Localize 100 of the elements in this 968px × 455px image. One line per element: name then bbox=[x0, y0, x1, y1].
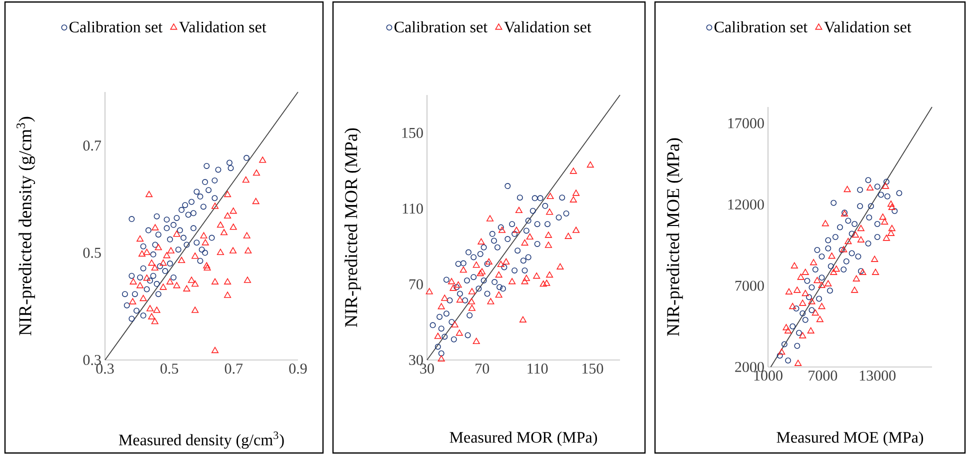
point bbox=[145, 227, 152, 234]
x-tick-label: 7000 bbox=[808, 370, 838, 381]
point bbox=[572, 190, 580, 196]
point bbox=[464, 332, 471, 338]
point bbox=[140, 312, 146, 319]
point bbox=[874, 184, 880, 190]
point bbox=[512, 267, 518, 274]
point bbox=[781, 341, 788, 348]
point bbox=[514, 248, 521, 254]
point bbox=[466, 312, 473, 318]
point bbox=[563, 210, 570, 216]
point bbox=[148, 313, 156, 320]
x-tick-label: 70 bbox=[476, 364, 490, 374]
point bbox=[546, 208, 554, 215]
point bbox=[789, 302, 796, 310]
point bbox=[468, 298, 476, 304]
point bbox=[468, 304, 476, 311]
point bbox=[848, 230, 855, 237]
point bbox=[166, 278, 174, 284]
point bbox=[174, 214, 180, 221]
point bbox=[830, 268, 838, 275]
point bbox=[128, 216, 135, 222]
point bbox=[543, 280, 550, 286]
legend-label: Calibration set bbox=[714, 21, 808, 32]
point bbox=[534, 240, 540, 247]
point bbox=[211, 346, 219, 354]
point bbox=[489, 230, 496, 237]
point bbox=[183, 285, 190, 292]
point bbox=[857, 203, 864, 210]
point bbox=[446, 297, 453, 304]
legend-label: Validation set bbox=[504, 21, 592, 33]
point bbox=[866, 214, 872, 220]
point bbox=[242, 176, 250, 183]
point bbox=[498, 226, 506, 233]
point bbox=[456, 296, 464, 303]
point bbox=[799, 332, 806, 338]
point bbox=[230, 208, 237, 214]
point bbox=[504, 183, 511, 190]
x-tick-label: 110 bbox=[528, 364, 548, 374]
point bbox=[480, 244, 487, 250]
point bbox=[138, 250, 146, 257]
point bbox=[252, 169, 260, 176]
point bbox=[494, 244, 500, 250]
point bbox=[140, 265, 146, 272]
point bbox=[816, 296, 822, 302]
point bbox=[491, 238, 498, 244]
point bbox=[202, 179, 208, 186]
point bbox=[472, 338, 480, 344]
x-tick-label: 1000 bbox=[754, 370, 782, 381]
y-tick-label: 12000 bbox=[728, 199, 764, 210]
point bbox=[832, 266, 840, 272]
point bbox=[438, 303, 445, 310]
point bbox=[180, 234, 186, 241]
point bbox=[134, 308, 140, 314]
point bbox=[215, 166, 222, 173]
point bbox=[572, 226, 580, 233]
point bbox=[190, 210, 196, 216]
point bbox=[564, 232, 572, 239]
point bbox=[182, 202, 188, 208]
point bbox=[782, 324, 790, 330]
point bbox=[794, 360, 802, 366]
point bbox=[509, 221, 516, 228]
point bbox=[799, 300, 806, 306]
point bbox=[426, 288, 433, 294]
point bbox=[476, 270, 484, 276]
point bbox=[825, 237, 832, 244]
point bbox=[436, 314, 443, 320]
point bbox=[194, 188, 200, 195]
point bbox=[438, 350, 444, 356]
point bbox=[804, 278, 810, 284]
point bbox=[477, 251, 484, 257]
point bbox=[211, 202, 219, 209]
y-tick-label: 110 bbox=[402, 204, 423, 214]
point bbox=[542, 202, 548, 209]
point bbox=[202, 239, 209, 246]
point bbox=[515, 206, 522, 214]
point bbox=[525, 218, 532, 224]
point bbox=[857, 224, 864, 232]
x-tick-label: 13000 bbox=[860, 370, 896, 381]
point bbox=[496, 284, 503, 290]
point bbox=[154, 213, 160, 220]
point bbox=[892, 208, 898, 214]
y-tick-label: 17000 bbox=[728, 118, 764, 128]
point bbox=[192, 252, 199, 259]
point bbox=[800, 310, 806, 316]
point bbox=[871, 256, 878, 262]
legend-label: Calibration set bbox=[394, 21, 488, 32]
point bbox=[806, 294, 812, 300]
point bbox=[808, 284, 815, 290]
point bbox=[198, 246, 205, 253]
point bbox=[502, 258, 510, 265]
point bbox=[857, 236, 864, 242]
point bbox=[228, 165, 234, 172]
point bbox=[468, 288, 476, 294]
point bbox=[167, 247, 174, 254]
point bbox=[532, 195, 538, 202]
point bbox=[226, 160, 232, 166]
point bbox=[500, 286, 506, 292]
point bbox=[216, 221, 224, 228]
point bbox=[812, 266, 818, 272]
